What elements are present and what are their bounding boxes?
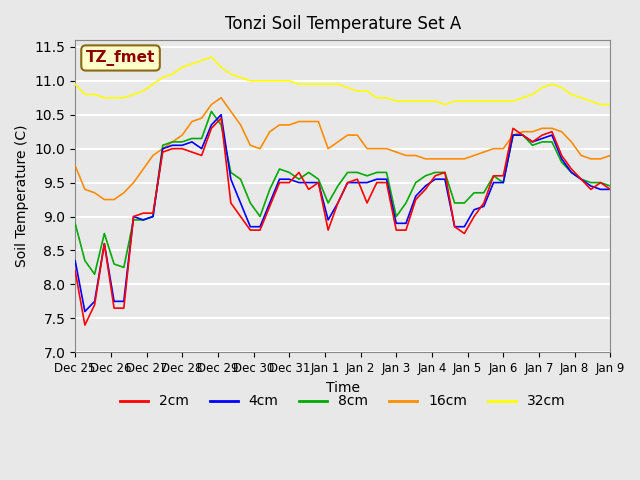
16cm <box>422 156 429 162</box>
16cm <box>607 153 614 158</box>
Y-axis label: Soil Temperature (C): Soil Temperature (C) <box>15 125 29 267</box>
Legend: 2cm, 4cm, 8cm, 16cm, 32cm: 2cm, 4cm, 8cm, 16cm, 32cm <box>115 389 571 414</box>
4cm <box>392 220 400 226</box>
4cm <box>81 309 89 314</box>
16cm <box>100 197 108 203</box>
2cm <box>392 227 400 233</box>
32cm <box>276 78 284 84</box>
32cm <box>71 81 79 87</box>
2cm <box>422 187 429 192</box>
32cm <box>607 102 614 108</box>
32cm <box>383 95 390 101</box>
Line: 16cm: 16cm <box>75 98 611 200</box>
Title: Tonzi Soil Temperature Set A: Tonzi Soil Temperature Set A <box>225 15 461 33</box>
4cm <box>441 176 449 182</box>
2cm <box>81 322 89 328</box>
Line: 8cm: 8cm <box>75 111 611 274</box>
8cm <box>499 180 507 185</box>
32cm <box>441 102 449 108</box>
8cm <box>392 214 400 219</box>
16cm <box>81 187 89 192</box>
32cm <box>81 92 89 97</box>
8cm <box>441 169 449 175</box>
32cm <box>412 98 420 104</box>
16cm <box>285 122 293 128</box>
2cm <box>71 268 79 274</box>
4cm <box>499 180 507 185</box>
4cm <box>71 258 79 264</box>
16cm <box>499 146 507 152</box>
16cm <box>217 95 225 101</box>
2cm <box>499 173 507 179</box>
X-axis label: Time: Time <box>326 381 360 395</box>
2cm <box>285 180 293 185</box>
32cm <box>207 54 215 60</box>
8cm <box>91 271 99 277</box>
8cm <box>81 258 89 264</box>
4cm <box>91 299 99 304</box>
Line: 2cm: 2cm <box>75 118 611 325</box>
4cm <box>422 183 429 189</box>
8cm <box>285 169 293 175</box>
2cm <box>441 169 449 175</box>
Line: 32cm: 32cm <box>75 57 611 105</box>
2cm <box>91 302 99 308</box>
8cm <box>207 108 215 114</box>
Line: 4cm: 4cm <box>75 115 611 312</box>
Text: TZ_fmet: TZ_fmet <box>86 50 156 66</box>
4cm <box>217 112 225 118</box>
2cm <box>217 115 225 121</box>
8cm <box>71 220 79 226</box>
16cm <box>71 163 79 168</box>
16cm <box>392 149 400 155</box>
4cm <box>285 176 293 182</box>
8cm <box>422 173 429 179</box>
32cm <box>431 98 439 104</box>
16cm <box>441 156 449 162</box>
8cm <box>607 183 614 189</box>
32cm <box>499 98 507 104</box>
4cm <box>607 187 614 192</box>
2cm <box>607 187 614 192</box>
